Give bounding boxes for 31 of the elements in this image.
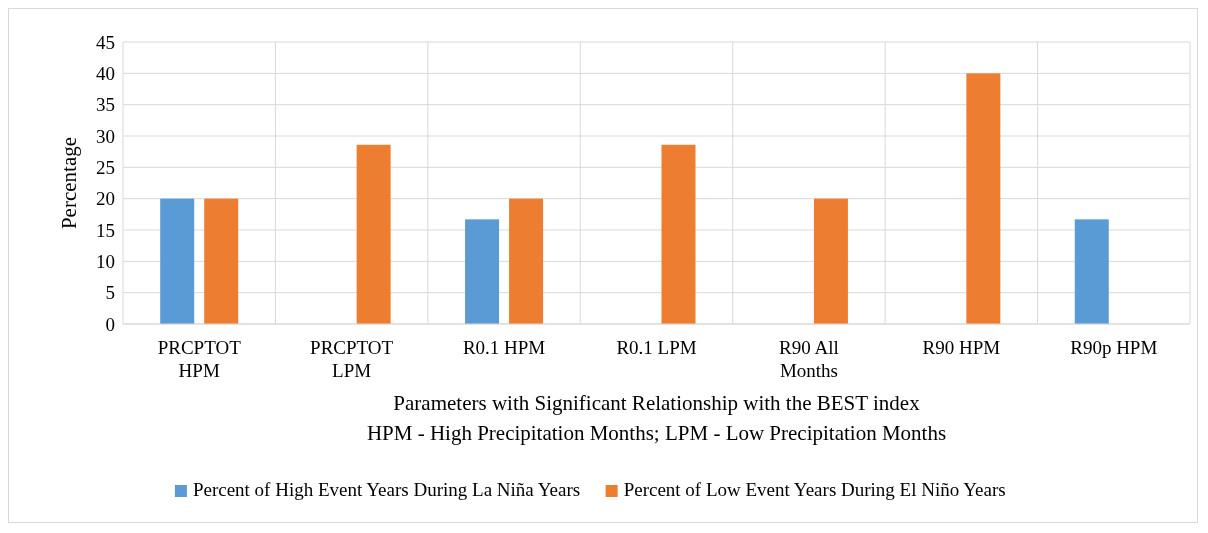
- x-tick-label: PRCPTOT HPM: [157, 337, 242, 381]
- bar: [1074, 219, 1109, 324]
- y-tick-label: 0: [105, 313, 115, 335]
- legend-label: Percent of Low Event Years During El Niño Years: [623, 479, 1006, 500]
- legend-label: Percent of High Event Years During La Niña Years: [192, 479, 581, 500]
- bar: [356, 144, 391, 324]
- y-tick-label: 40: [96, 62, 115, 84]
- x-tick-label: R0.1 LPM: [616, 337, 697, 358]
- bar: [661, 144, 696, 324]
- bar: [509, 198, 544, 324]
- bar: [160, 198, 195, 324]
- x-tick-label: R90 All Months: [779, 337, 839, 381]
- bar: [465, 219, 500, 324]
- y-tick-label: 25: [96, 156, 115, 178]
- y-tick-label: 10: [96, 250, 115, 272]
- x-tick-label: R90 HPM: [922, 337, 1001, 358]
- x-axis-title: Parameters with Significant Relationship with the BEST index: [393, 391, 921, 415]
- y-tick-label: 5: [105, 282, 115, 304]
- y-axis-title: Percentage: [57, 136, 81, 230]
- x-tick-label: R90p HPM: [1070, 337, 1158, 358]
- y-tick-label: 15: [96, 219, 115, 241]
- x-tick-label: R0.1 HPM: [462, 337, 546, 358]
- y-tick-label: 45: [96, 31, 115, 53]
- text: HPM - High Precipitation Months; LPM - Low Precipitation Months: [366, 421, 947, 445]
- bar: [204, 198, 239, 324]
- y-tick-label: 20: [96, 188, 115, 210]
- bar: [966, 73, 1001, 324]
- y-tick-label: 30: [96, 125, 115, 147]
- bar: [813, 198, 848, 324]
- x-tick-label: PRCPTOT LPM: [310, 337, 394, 381]
- y-tick-label: 35: [96, 94, 115, 116]
